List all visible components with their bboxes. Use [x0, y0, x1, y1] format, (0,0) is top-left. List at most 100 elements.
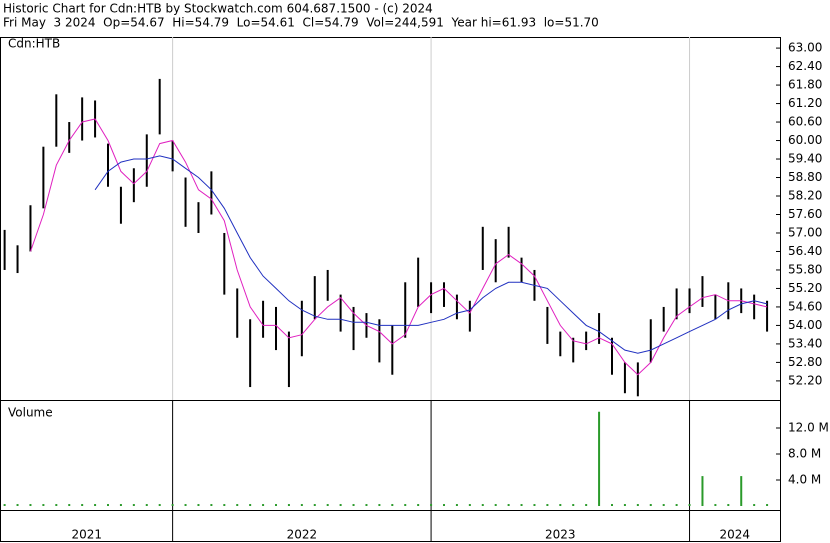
- volume-bar: [287, 504, 290, 506]
- volume-bar: [171, 504, 174, 506]
- date-axis: [0, 510, 781, 542]
- y-tick-label: 58.20: [788, 189, 822, 203]
- volume-bar: [688, 504, 691, 506]
- volume-bar: [42, 504, 45, 506]
- y-tick-label: 8.0 M: [788, 447, 821, 461]
- price-bar: [68, 122, 71, 153]
- y-tick-label: 59.40: [788, 152, 822, 166]
- price-bar: [262, 300, 265, 338]
- price-bar: [119, 186, 122, 224]
- x-tick-label: 2023: [545, 528, 576, 542]
- price-bar: [636, 362, 639, 397]
- volume-bar: [262, 504, 265, 506]
- price-bar: [468, 300, 471, 332]
- price-bar: [520, 257, 523, 283]
- price-bar: [107, 143, 110, 187]
- volume-bar: [249, 504, 252, 506]
- volume-bar: [520, 504, 523, 506]
- y-tick-label: 52.80: [788, 355, 822, 369]
- price-panel: [0, 37, 781, 401]
- volume-bar: [649, 504, 652, 506]
- y-tick-label: 61.80: [788, 78, 822, 92]
- volume-bar: [158, 504, 161, 506]
- price-bar: [623, 362, 626, 394]
- volume-bar: [430, 504, 433, 506]
- price-bar: [391, 325, 394, 375]
- y-tick-label: 62.40: [788, 59, 822, 73]
- price-bar: [714, 294, 717, 320]
- y-tick-label: 56.40: [788, 244, 822, 258]
- price-bar: [184, 177, 187, 227]
- price-bar: [649, 319, 652, 363]
- price-bar: [546, 306, 549, 344]
- price-bar: [145, 134, 148, 187]
- price-bar: [171, 140, 174, 172]
- volume-bar: [417, 504, 420, 506]
- volume-bar: [236, 504, 239, 506]
- volume-bar: [468, 504, 471, 506]
- price-bar: [753, 294, 756, 320]
- volume-bar: [636, 504, 639, 506]
- price-bar: [339, 294, 342, 332]
- price-bar: [417, 257, 420, 307]
- y-tick-label: 55.80: [788, 262, 822, 276]
- volume-bar: [559, 504, 562, 506]
- volume-bar: [753, 504, 756, 506]
- price-bar: [249, 319, 252, 388]
- volume-bar: [339, 504, 342, 506]
- price-bar: [326, 269, 329, 301]
- volume-bar: [391, 504, 394, 506]
- volume-bar: [404, 504, 407, 506]
- volume-bar: [210, 504, 213, 506]
- volume-bar: [29, 504, 32, 506]
- moving-average: [30, 118, 768, 376]
- volume-bar: [598, 411, 601, 506]
- y-tick-label: 53.40: [788, 336, 822, 350]
- price-bar: [158, 78, 161, 135]
- volume-bar: [16, 504, 19, 506]
- volume-bar: [585, 504, 588, 506]
- chart-title: Historic Chart for Cdn:HTB by Stockwatch…: [3, 2, 433, 16]
- volume-label: Volume: [8, 406, 53, 420]
- volume-panel: [0, 400, 781, 511]
- volume-bar: [455, 504, 458, 506]
- price-bar: [42, 146, 45, 209]
- volume-bar: [94, 504, 97, 506]
- volume-bar: [223, 504, 226, 506]
- price-bar: [585, 331, 588, 351]
- volume-bar: [378, 504, 381, 506]
- price-bar: [688, 288, 691, 314]
- price-bar: [559, 331, 562, 357]
- volume-bar: [766, 504, 769, 506]
- volume-bar: [662, 504, 665, 506]
- volume-bar: [55, 504, 58, 506]
- price-bar: [662, 306, 665, 332]
- price-bar: [55, 94, 58, 147]
- volume-bar: [81, 504, 84, 506]
- y-tick-label: 61.20: [788, 96, 822, 110]
- symbol-label: Cdn:HTB: [8, 37, 60, 51]
- volume-bar: [533, 504, 536, 506]
- volume-bar: [132, 504, 135, 506]
- moving-average: [94, 155, 768, 354]
- price-bar: [3, 229, 6, 270]
- price-bar: [378, 319, 381, 363]
- x-tick-label: 2022: [287, 528, 318, 542]
- volume-bar: [740, 476, 743, 506]
- y-tick-label: 60.00: [788, 133, 822, 147]
- price-bar: [236, 288, 239, 338]
- price-bar: [300, 300, 303, 357]
- price-bar: [132, 168, 135, 203]
- x-tick-label: 2021: [72, 528, 103, 542]
- y-tick-label: 57.00: [788, 225, 822, 239]
- volume-bar: [365, 504, 368, 506]
- volume-bar: [494, 504, 497, 506]
- y-tick-label: 58.80: [788, 170, 822, 184]
- price-bar: [223, 232, 226, 295]
- price-bar: [404, 282, 407, 338]
- volume-bar: [675, 504, 678, 506]
- x-tick-label: 2024: [719, 528, 750, 542]
- volume-bar: [714, 504, 717, 506]
- price-bar: [507, 226, 510, 258]
- volume-bar: [68, 504, 71, 506]
